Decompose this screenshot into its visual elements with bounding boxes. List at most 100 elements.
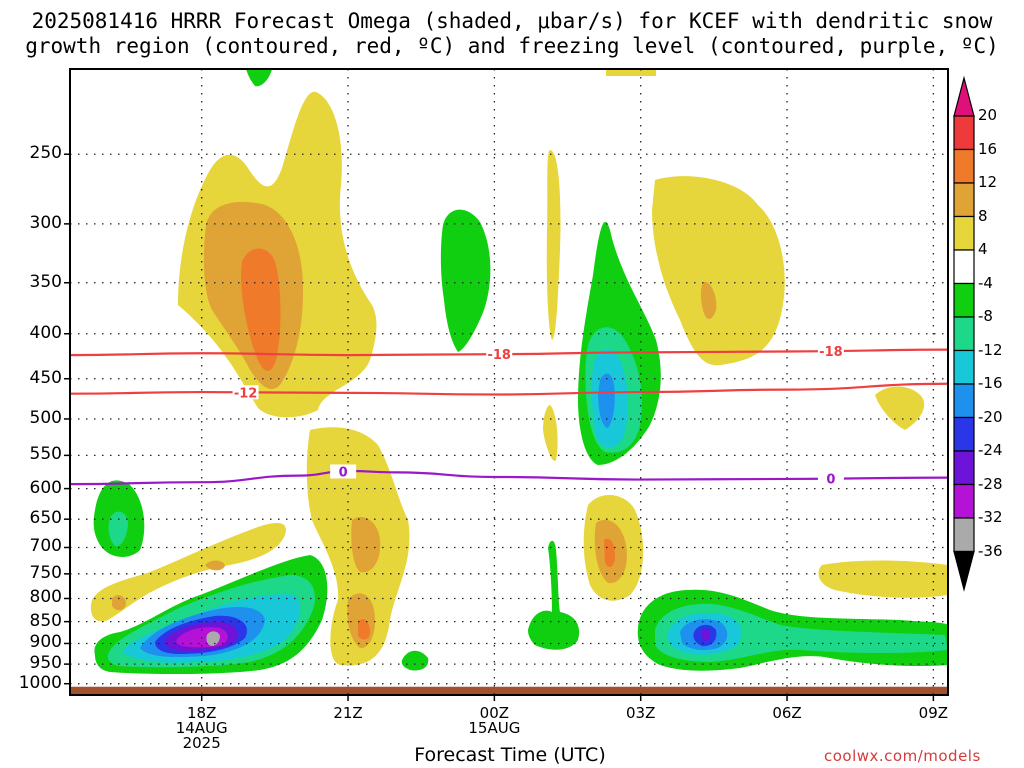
- colorbar-tick-label: -20: [978, 407, 1003, 426]
- shade-mid-right-orange: [604, 538, 616, 567]
- colorbar-bin: [953, 215, 975, 251]
- y-tick-label: 550: [29, 444, 62, 465]
- y-tick-label: 1000: [18, 672, 62, 693]
- y-tick-label: 700: [29, 536, 62, 557]
- y-tick-label: 850: [29, 610, 62, 631]
- shade-right-small-yellow: [875, 386, 925, 430]
- y-tick-label: 450: [29, 367, 62, 388]
- credit-text: coolwx.com/models: [824, 747, 981, 765]
- colorbar-tick-label: -4: [978, 273, 993, 292]
- shade-left-low-yellow: [90, 523, 286, 622]
- contour-label-bg: [232, 385, 259, 400]
- contour-line--12: [70, 382, 948, 396]
- x-tick-label: 18Z: [187, 704, 217, 722]
- shade-upper-orange: [241, 248, 281, 371]
- colorbar-tick-label: 16: [978, 139, 998, 158]
- contour-label-bg: [486, 347, 513, 362]
- colorbar-tick-label: -16: [978, 374, 1003, 392]
- y-tick-label: 600: [29, 477, 62, 498]
- colorbar-tick-label: -36: [978, 541, 1003, 560]
- colorbar-tick-label: -28: [978, 474, 1003, 493]
- y-tick-label: 350: [29, 271, 62, 292]
- y-tick-label: 400: [29, 322, 62, 343]
- colorbar-arrow-bottom: [953, 550, 975, 592]
- shade-low-left-gray: [206, 631, 220, 646]
- colorbar-tick-label: 20: [978, 106, 998, 124]
- colorbar-bin: [953, 483, 975, 519]
- y-tick-label: 250: [29, 143, 62, 164]
- colorbar-bin: [953, 349, 975, 385]
- shade-left-small-gold-2: [205, 560, 225, 571]
- y-tick-label: 750: [29, 562, 62, 583]
- contour-label-bg: [330, 464, 357, 479]
- colorbar-bin: [953, 383, 975, 419]
- grid-lines: [70, 69, 948, 695]
- x-tick-label: 21Z: [333, 704, 363, 722]
- y-tick-label: 950: [29, 653, 62, 674]
- shade-top-left-green: [246, 69, 272, 87]
- chart-title-line2: growth region (contoured, red, ºC) and f…: [25, 34, 999, 58]
- shade-right-upper-gold: [700, 281, 717, 319]
- x-tick-label: 00Z: [479, 704, 510, 722]
- contour-label--12: -12: [234, 386, 258, 401]
- x-tick-label: 09Z: [918, 704, 949, 722]
- plot-frame: [69, 68, 949, 696]
- y-tick-label: 500: [29, 407, 62, 428]
- shade-right-low-yellow: [818, 560, 948, 598]
- y-tick-label: 300: [29, 212, 62, 233]
- colorbar-tick-label: 12: [978, 173, 998, 191]
- shade-negative-32-36: [206, 631, 220, 646]
- x-tick-label: 06Z: [772, 704, 802, 722]
- axis-ticks: [64, 153, 935, 701]
- colorbar-tick-label: -32: [978, 508, 1003, 526]
- colorbar-bin: [953, 182, 975, 218]
- x-tick-label: 15AUG: [468, 719, 521, 737]
- shade-left-small-gold: [112, 595, 126, 611]
- colorbar-bin: [953, 249, 975, 285]
- shade-left-teal: [108, 511, 128, 547]
- colorbar-tick-label: 4: [978, 240, 988, 258]
- shade-right-upper-yellow: [652, 176, 785, 366]
- shade-low-mid-green: [528, 540, 580, 650]
- shade-low-right-purple: [701, 628, 710, 641]
- shade-positive-12-16: [241, 248, 616, 640]
- shade-upper-green: [440, 209, 491, 352]
- shade-top-yellow: [606, 69, 656, 76]
- colorbar-bin: [953, 450, 975, 486]
- shade-small-green-dot: [401, 650, 429, 671]
- colorbar-tick-label: -12: [978, 340, 1003, 359]
- contour-line-0: [70, 469, 948, 486]
- x-tick-label: 03Z: [626, 704, 656, 722]
- contour-label-0: 0: [826, 473, 835, 488]
- colorbar-tick-label: -8: [978, 307, 993, 325]
- x-tick-label: 14AUG: [175, 719, 228, 737]
- contour-label--18: -18: [487, 348, 511, 363]
- y-tick-label: 900: [29, 632, 62, 653]
- contour-label--18: -18: [819, 345, 843, 360]
- shade-small-yellow-550: [543, 405, 558, 461]
- colorbar-bin: [953, 282, 975, 318]
- colorbar: [953, 75, 975, 592]
- ground-fill: [70, 686, 948, 695]
- contour-label-bg: [817, 471, 844, 486]
- shade-mid-blue: [598, 373, 615, 428]
- colorbar-bin: [953, 517, 975, 553]
- contour-label-0: 0: [339, 465, 348, 480]
- shade-spike-yellow: [546, 150, 561, 340]
- contour-label-bg: [817, 343, 844, 358]
- colorbar-tick-label: -24: [978, 441, 1003, 459]
- chart-title-line1: 2025081416 HRRR Forecast Omega (shaded, …: [31, 9, 993, 33]
- x-tick-label: 2025: [182, 734, 221, 752]
- colorbar-bin: [953, 316, 975, 352]
- shade-low-orange: [358, 619, 370, 640]
- colorbar-bin: [953, 416, 975, 452]
- shade-mid-gold: [351, 516, 381, 573]
- plot-area: -18 -18 -12 0 0: [70, 69, 948, 695]
- x-axis-label: Forecast Time (UTC): [414, 744, 606, 766]
- contours: -18 -18 -12 0 0: [70, 343, 948, 488]
- colorbar-tick-label: 8: [978, 206, 988, 225]
- y-tick-label: 800: [29, 587, 62, 608]
- colorbar-bin: [953, 148, 975, 184]
- y-tick-label: 650: [29, 508, 62, 529]
